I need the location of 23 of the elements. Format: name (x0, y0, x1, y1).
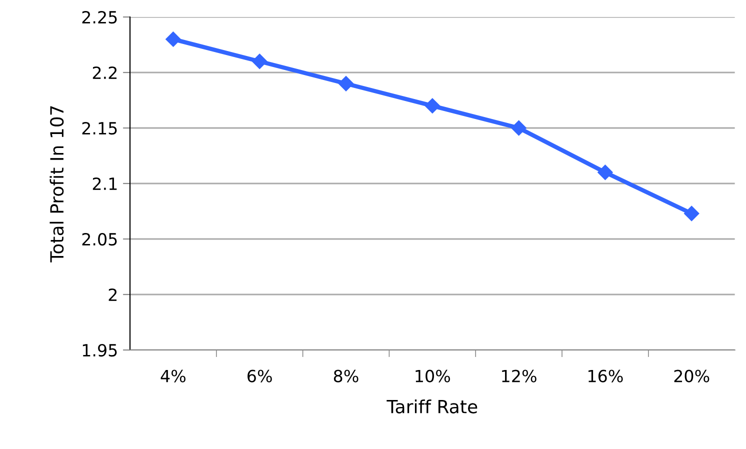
point (598, 164, 613, 180)
point (511, 120, 526, 136)
x-tick-label: 20% (674, 370, 710, 382)
point (684, 206, 700, 222)
x-tick-label: 4% (160, 370, 186, 382)
point (424, 98, 440, 114)
y-tick-label: 2 (108, 288, 117, 301)
point (166, 32, 181, 47)
y-tick-label: 2.25 (82, 10, 117, 24)
x-tick-label: 6% (248, 370, 272, 382)
y-tick-label: 2.15 (82, 122, 117, 135)
x-tick-label: 12% (502, 370, 536, 382)
y-tick-label: 2.1 (92, 177, 117, 190)
x-tick-label: 8% (334, 370, 358, 382)
point (252, 54, 268, 69)
x-tick-label: 16% (588, 370, 623, 382)
y-tick-label: 1.95 (82, 344, 117, 357)
x-tick-label: 10% (416, 370, 450, 382)
y-tick-label: 2.05 (82, 232, 117, 246)
x-axis-title: Tariff Rate (386, 399, 478, 414)
point (338, 76, 354, 92)
y-tick-label: 2.2 (92, 66, 117, 79)
y-axis-title: Total Profit In 107 (50, 106, 64, 262)
